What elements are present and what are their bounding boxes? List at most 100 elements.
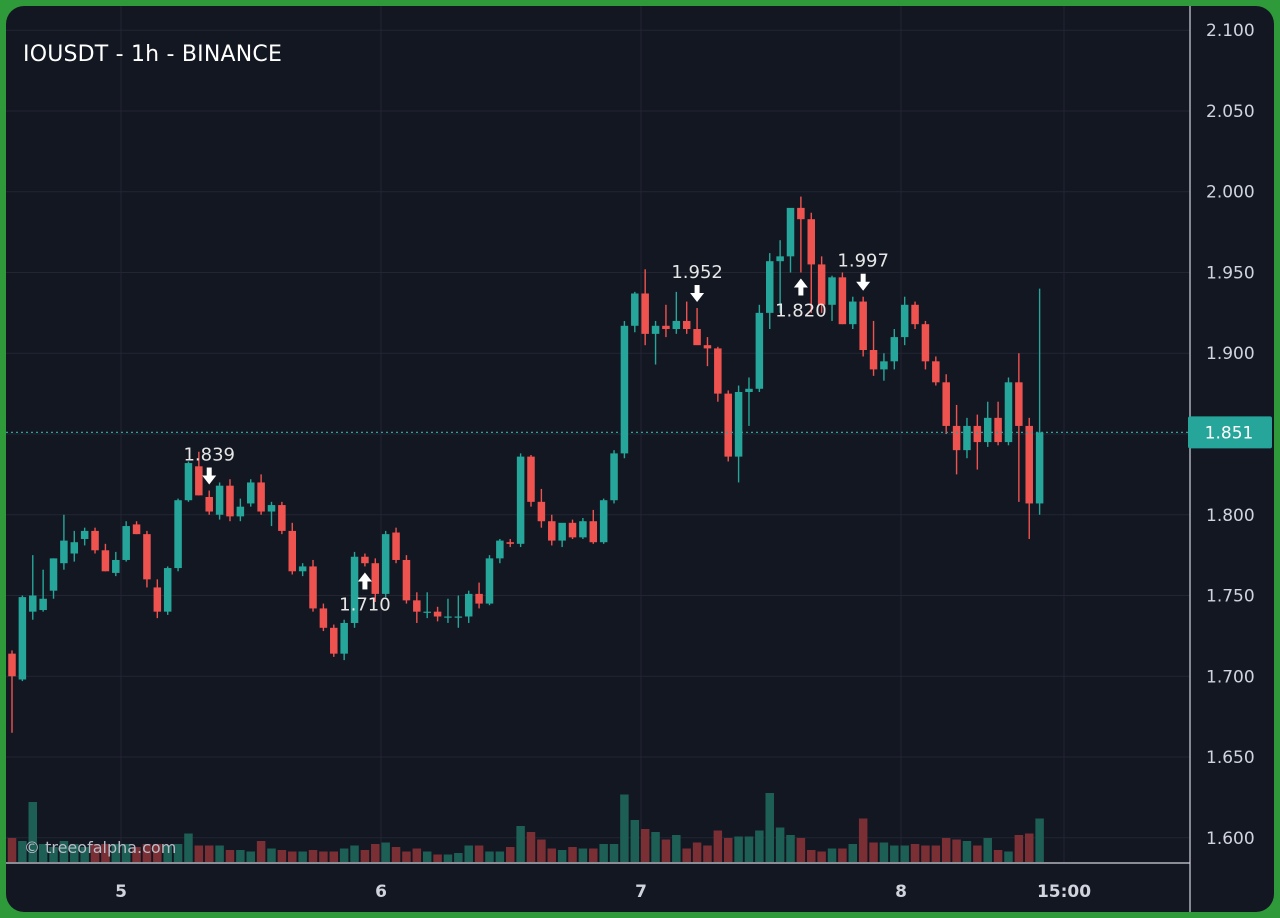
candle-body	[309, 566, 317, 609]
candle-body	[838, 277, 847, 325]
y-tick-label: 1.650	[1206, 748, 1255, 768]
volume-bar	[796, 838, 806, 862]
candle-body	[340, 622, 348, 654]
volume-bar	[298, 851, 307, 862]
candle	[475, 582, 483, 609]
volume-bar	[744, 836, 754, 862]
arrow-stem	[860, 273, 866, 283]
candle	[807, 212, 816, 313]
candle-body	[527, 456, 535, 502]
candle	[60, 514, 68, 570]
x-tick-label: 15:00	[1037, 882, 1091, 902]
y-tick-label: 1.600	[1206, 829, 1255, 849]
candle-body	[423, 611, 431, 613]
candle-body	[755, 312, 764, 389]
candle	[267, 501, 276, 527]
last-price-label: 1.851	[1205, 423, 1254, 443]
candle	[1035, 288, 1044, 515]
volume-bar	[609, 844, 619, 862]
annotation-label: 1.710	[339, 594, 391, 615]
candle	[319, 603, 328, 632]
volume-bar	[256, 841, 266, 862]
candle	[911, 301, 919, 330]
volume-bar	[838, 848, 847, 862]
volume-bar	[412, 848, 422, 862]
volume-bar	[101, 844, 110, 862]
candle	[236, 498, 245, 522]
candle-body	[330, 627, 338, 654]
candle	[340, 619, 348, 661]
candle-body	[1025, 425, 1033, 504]
candle-body	[288, 530, 297, 572]
candle	[859, 296, 867, 357]
candle-body	[278, 505, 286, 531]
candle	[70, 530, 79, 562]
volume-bar	[1004, 851, 1013, 862]
volume-bar	[910, 844, 920, 862]
candlestick-chart[interactable]: 1.839 1.710 1.952 1.820 1.997 1.600 1.650 1.70…	[6, 6, 1274, 912]
candle	[143, 530, 151, 588]
candle	[828, 275, 836, 321]
candle	[413, 592, 421, 623]
volume-bar	[879, 842, 889, 862]
volume-bar	[672, 835, 681, 862]
volume-bar	[173, 844, 183, 862]
candle	[973, 414, 982, 470]
candle-body	[765, 261, 774, 313]
candle	[724, 390, 732, 462]
candle	[392, 527, 400, 564]
candle	[49, 558, 58, 599]
candle	[80, 527, 89, 546]
watermark[interactable]: © treeofalpha.com	[24, 838, 177, 857]
candle-body	[112, 559, 120, 573]
candle	[39, 569, 47, 612]
candle	[589, 509, 598, 544]
volume-bar	[464, 845, 473, 862]
volume-bar	[526, 832, 536, 862]
volume-bar	[734, 836, 743, 862]
candle-body	[236, 506, 245, 517]
candle	[350, 551, 359, 628]
candle	[371, 558, 380, 602]
candle	[693, 308, 701, 346]
candle	[932, 356, 940, 386]
candle-body	[60, 540, 68, 564]
candle	[205, 490, 213, 515]
candle-body	[267, 505, 276, 512]
candle-body	[703, 345, 712, 349]
y-tick-label: 1.900	[1206, 344, 1255, 364]
volume-bar	[858, 818, 868, 862]
candle-body	[433, 611, 442, 617]
candle-body	[745, 388, 753, 393]
candle-body	[485, 558, 494, 604]
candle	[91, 527, 99, 554]
candle-body	[496, 540, 504, 559]
candle	[112, 551, 120, 577]
volume-bar	[142, 844, 152, 862]
annotation-label: 1.820	[775, 300, 827, 321]
arrow-stem	[694, 285, 700, 295]
candle	[402, 555, 411, 604]
volume-bar	[890, 845, 899, 862]
candle	[641, 269, 649, 346]
y-tick-label: 2.000	[1206, 183, 1255, 203]
candle	[849, 296, 857, 330]
volume-bar	[443, 854, 453, 862]
candle	[1015, 353, 1023, 502]
volume-bar	[869, 842, 878, 862]
candle-body	[900, 304, 909, 338]
volume-bar	[204, 845, 214, 862]
candle-body	[786, 207, 795, 257]
candle	[309, 559, 317, 612]
candle	[496, 538, 504, 564]
volume-bar	[402, 851, 411, 862]
candle	[952, 404, 961, 475]
volume-bar	[755, 830, 764, 862]
candle-body	[610, 453, 618, 501]
candle-body	[184, 463, 193, 501]
candle	[703, 337, 712, 367]
x-tick-label: 7	[635, 882, 647, 902]
candle-body	[454, 616, 463, 618]
volume-bar	[1035, 818, 1044, 862]
candle	[163, 566, 172, 615]
